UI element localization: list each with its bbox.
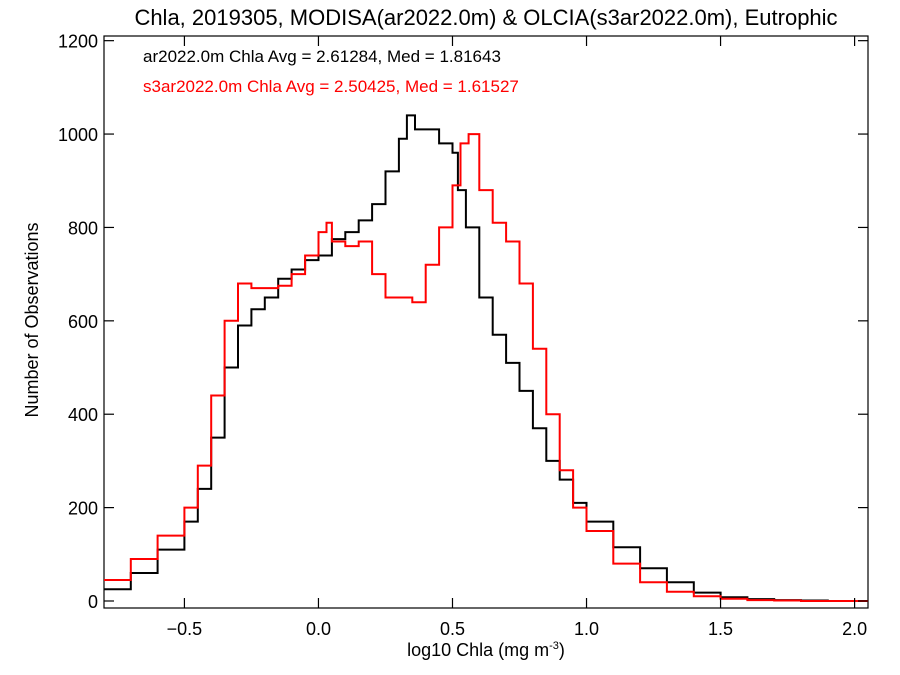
x-axis-label-base: log10 Chla (mg m (407, 640, 549, 660)
y-axis-label: Number of Observations (22, 222, 42, 417)
x-axis-label-close: ) (559, 640, 565, 660)
x-axis-label-superscript: -3 (549, 640, 559, 652)
plot-frame (103, 35, 869, 609)
y-tick-label: 0 (88, 592, 98, 612)
y-tick-label: 400 (68, 405, 98, 425)
x-axis-label: log10 Chla (mg m-3) (407, 640, 565, 660)
y-tick-label: 800 (68, 218, 98, 238)
x-tick-label: 1.5 (708, 619, 733, 639)
x-tick-label: 2.0 (842, 619, 867, 639)
x-tick-label: −0.5 (167, 619, 203, 639)
x-tick-label: 1.0 (574, 619, 599, 639)
series-line-s3ar2022 (104, 133, 868, 602)
series-line-ar2022 (104, 114, 868, 602)
chart-title: Chla, 2019305, MODISA(ar2022.0m) & OLCIA… (134, 5, 837, 30)
x-tick-label: 0.0 (306, 619, 331, 639)
y-tick-label: 1200 (58, 32, 98, 52)
y-tick-label: 600 (68, 312, 98, 332)
series-annotation-ar2022: ar2022.0m Chla Avg = 2.61284, Med = 1.81… (143, 47, 501, 66)
y-tick-label: 1000 (58, 125, 98, 145)
x-tick-label: 0.5 (440, 619, 465, 639)
y-tick-label: 200 (68, 499, 98, 519)
series-annotation-s3ar2022: s3ar2022.0m Chla Avg = 2.50425, Med = 1.… (143, 77, 519, 96)
